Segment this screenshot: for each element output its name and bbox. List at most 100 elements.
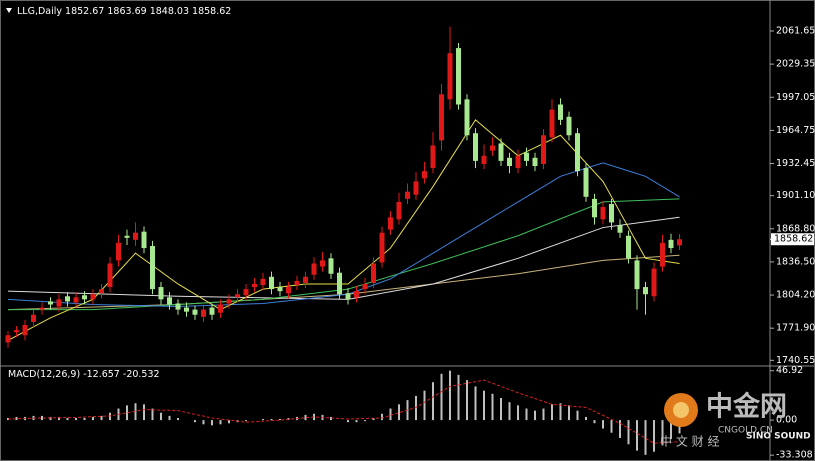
watermark-brand: SINO SOUND <box>746 432 811 442</box>
candle-body <box>226 299 232 304</box>
candle-body <box>277 287 283 292</box>
candle-body <box>201 309 206 317</box>
candle-body <box>252 283 257 288</box>
y-tick-label: 1804.20 <box>776 290 815 301</box>
candle-body <box>609 203 614 223</box>
candle-body <box>498 143 504 161</box>
candle-body <box>39 307 45 310</box>
candle-body <box>5 335 11 343</box>
candle-body <box>379 232 385 263</box>
y-tick-label: 1771.90 <box>776 323 815 334</box>
candle-body <box>209 307 215 315</box>
y-tick-label: 1964.75 <box>776 125 815 136</box>
y-tick-label: 1997.05 <box>776 92 815 103</box>
candle-body <box>507 157 512 167</box>
candle-body <box>473 133 478 161</box>
moving-average <box>7 119 680 341</box>
candle-body <box>158 287 164 300</box>
candle-body <box>583 168 589 197</box>
candle-body <box>626 235 631 259</box>
candle-body <box>192 309 198 315</box>
candle-body <box>634 260 640 290</box>
candle-body <box>371 263 376 283</box>
chart-header: LLG,Daily 1852.67 1863.69 1848.03 1858.6… <box>17 6 231 17</box>
y-tick-label: 2029.35 <box>776 59 815 70</box>
y-tick-label: 0.00 <box>776 415 797 426</box>
candle-body <box>218 304 223 313</box>
candle-body <box>388 217 393 230</box>
candle-body <box>235 294 240 298</box>
candle-body <box>549 109 555 138</box>
candle-body <box>456 48 461 105</box>
candle-body <box>592 198 597 218</box>
candle-body <box>133 232 138 240</box>
watermark-logo-inner <box>673 402 689 418</box>
candle-body <box>150 246 155 290</box>
menu-triangle <box>6 8 12 13</box>
candle-body <box>337 272 342 295</box>
candle-body <box>362 283 368 290</box>
watermark-site: CNGOLD.CN <box>718 426 773 436</box>
candle-body <box>48 301 53 305</box>
candle-body <box>660 242 665 267</box>
candle-body <box>167 297 172 305</box>
candle-body <box>558 104 563 120</box>
candle-body <box>447 53 453 100</box>
candle-body <box>99 289 104 294</box>
candle-body <box>490 145 495 151</box>
y-tick-label: 2061.65 <box>776 26 815 37</box>
candle-body <box>668 239 674 249</box>
candle-body <box>311 263 317 275</box>
candle-body <box>124 235 130 238</box>
candle-body <box>405 191 410 199</box>
candle-body <box>481 155 487 164</box>
candle-body <box>617 225 623 233</box>
candle-body <box>439 94 444 141</box>
candle-body <box>90 294 96 300</box>
candle-body <box>541 135 546 164</box>
y-tick-label: 46.92 <box>776 365 803 376</box>
candle-body <box>56 299 62 307</box>
candle-body <box>22 325 28 336</box>
y-tick-label: -33.308 <box>776 450 813 461</box>
candle-body <box>515 155 521 169</box>
candle-body <box>600 207 606 220</box>
macd-signal <box>7 379 680 444</box>
candle-body <box>243 289 249 296</box>
candle-body <box>422 171 427 179</box>
candle-body <box>116 242 121 261</box>
candle-body <box>286 287 291 294</box>
candle-body <box>354 291 359 298</box>
candle-body <box>345 293 351 300</box>
candle-body <box>269 276 274 290</box>
candle-body <box>303 276 308 283</box>
candle-body <box>532 157 538 167</box>
moving-average <box>7 216 680 300</box>
candle-body <box>643 287 648 295</box>
candle-body <box>651 268 657 297</box>
candle-body <box>566 116 572 136</box>
candle-body <box>107 263 113 288</box>
watermark: 中金网 CNGOLD.CN 中 文 财 经 SINO SOUND <box>660 391 811 449</box>
candle-body <box>65 296 70 302</box>
candle-body <box>524 152 529 161</box>
y-tick-label: 1932.45 <box>776 158 815 169</box>
candle-body <box>320 260 325 267</box>
y-tick-label: 1740.55 <box>776 355 815 366</box>
candle-body <box>464 99 470 136</box>
candle-body <box>396 201 402 220</box>
candle-body <box>677 239 682 246</box>
candle-body <box>294 280 300 285</box>
candle-body <box>328 258 334 274</box>
candle-body <box>175 303 181 310</box>
candle-body <box>413 181 419 195</box>
last-price-box <box>771 233 814 246</box>
candle-body <box>82 295 87 300</box>
candle-body <box>260 278 266 285</box>
candle-body <box>141 231 147 249</box>
candle-body <box>184 307 189 312</box>
candle-body <box>430 145 436 169</box>
candle-body <box>575 133 580 172</box>
candle-body <box>14 330 19 333</box>
